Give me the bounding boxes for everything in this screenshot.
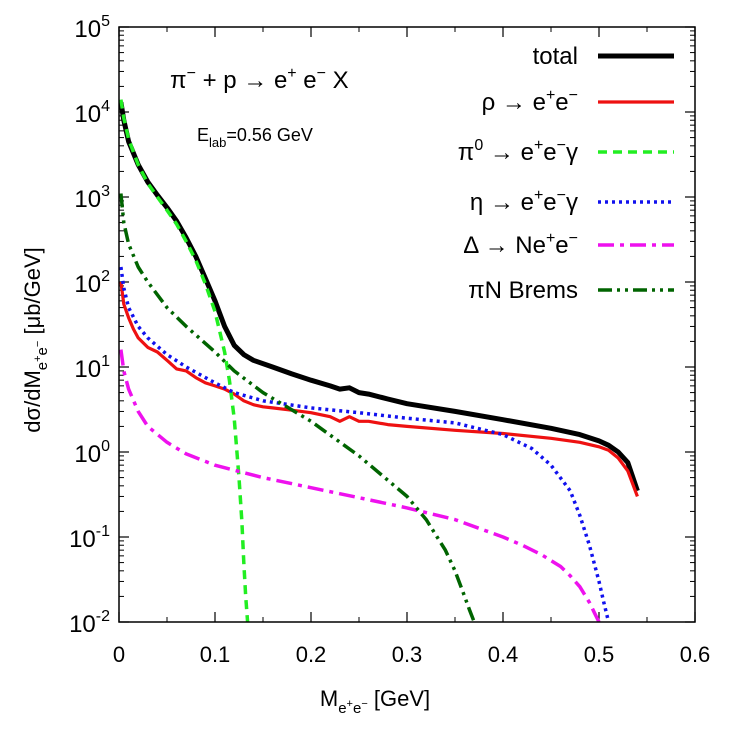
- legend: total ρ → e+e− π0 → e+e−γ η → e+e−γ Δ → …: [458, 43, 674, 304]
- legend-label-total: total: [533, 43, 578, 70]
- series-line-brems: [119, 193, 476, 622]
- series-line-pi0: [119, 99, 250, 622]
- axis-ticks: [118, 26, 696, 623]
- x-tick-label: 0.4: [488, 642, 519, 667]
- y-tick-label: 10-2: [69, 608, 110, 638]
- x-tick-labels: 0 0.1 0.2 0.3 0.4 0.5 0.6: [113, 642, 710, 667]
- y-tick-label: 101: [74, 353, 110, 383]
- series-line-delta: [119, 349, 601, 622]
- y-axis-label: dσ/dMe+e− [μb/GeV]: [20, 247, 51, 432]
- legend-label-brems: πN Brems: [468, 277, 578, 304]
- legend-label-rho: ρ → e+e−: [482, 87, 578, 116]
- energy-annotation: Elab=0.56 GeV: [197, 125, 313, 150]
- y-tick-label: 104: [74, 98, 110, 128]
- legend-label-delta: Δ → Ne+e−: [463, 230, 578, 259]
- series-line-eta: [119, 266, 611, 622]
- x-tick-label: 0.3: [392, 642, 423, 667]
- x-tick-label: 0.5: [584, 642, 615, 667]
- y-tick-label: 10-1: [69, 523, 110, 553]
- series-line-rho: [119, 281, 639, 497]
- x-tick-label: 0: [113, 642, 125, 667]
- y-tick-label: 103: [74, 183, 110, 213]
- y-tick-label: 102: [74, 268, 110, 298]
- y-tick-label: 105: [74, 13, 110, 43]
- plot-frame: [118, 26, 696, 623]
- y-tick-labels: 10-2 10-1 100 101 102 103 104 105: [69, 13, 110, 638]
- series-layer: [119, 99, 640, 622]
- legend-label-pi0: π0 → e+e−γ: [458, 137, 578, 166]
- y-tick-label: 100: [74, 438, 110, 468]
- x-tick-label: 0.2: [296, 642, 327, 667]
- x-tick-label: 0.6: [680, 642, 711, 667]
- reaction-title: π− + p → e+ e− X: [170, 65, 349, 94]
- x-axis-label: Me+e− [GeV]: [320, 686, 430, 717]
- series-line-total: [119, 101, 640, 492]
- legend-label-eta: η → e+e−γ: [470, 187, 578, 216]
- x-tick-label: 0.1: [200, 642, 231, 667]
- legend-swatches: [598, 53, 674, 292]
